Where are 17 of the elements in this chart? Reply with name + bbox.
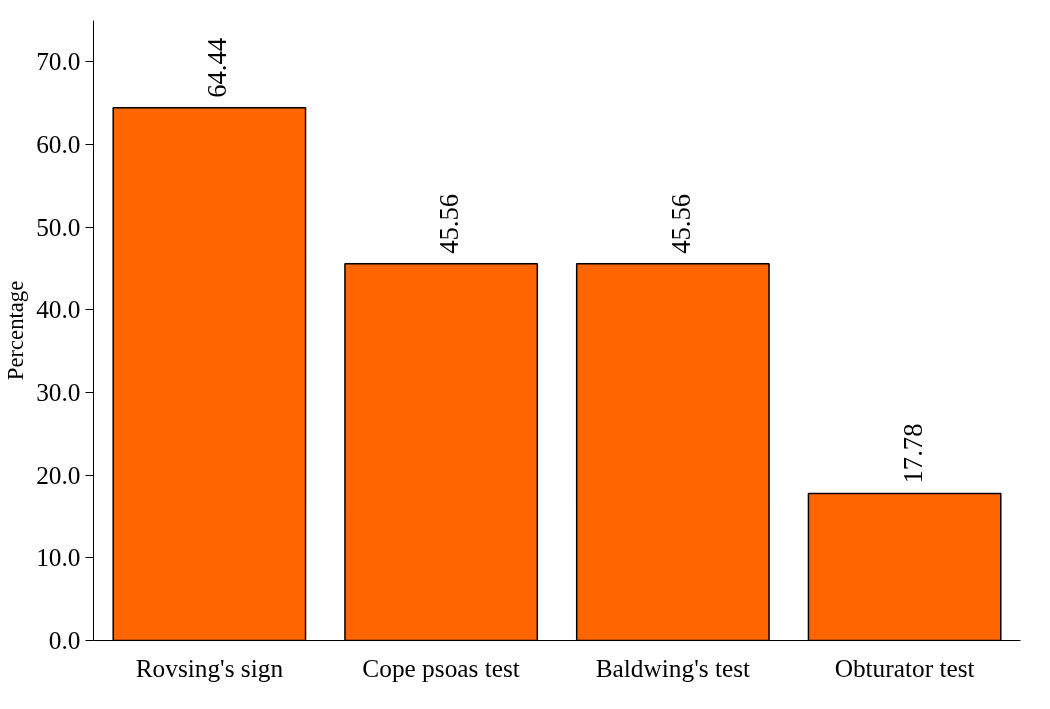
y-tick-label: 40.0 [36, 295, 81, 324]
x-tick-label: Rovsing's sign [135, 653, 284, 682]
y-tick-label: 20.0 [36, 460, 81, 489]
data-label: 45.56 [434, 193, 465, 254]
y-tick-label: 0.0 [48, 626, 81, 654]
y-tick-label: 70.0 [36, 47, 81, 76]
data-label: 17.78 [897, 423, 928, 484]
data-label: 45.56 [665, 193, 696, 254]
data-label: 64.44 [202, 37, 233, 98]
y-tick-label: 50.0 [36, 212, 81, 241]
x-tick-label: Obturator test [834, 653, 975, 682]
y-tick-label: 10.0 [36, 543, 81, 572]
y-tick-label: 60.0 [36, 130, 81, 158]
x-tick-label: Cope psoas test [362, 653, 520, 682]
y-axis-title: Percentage [3, 280, 29, 381]
y-tick-label: 30.0 [36, 378, 81, 406]
x-tick-label: Baldwing's test [595, 653, 751, 682]
